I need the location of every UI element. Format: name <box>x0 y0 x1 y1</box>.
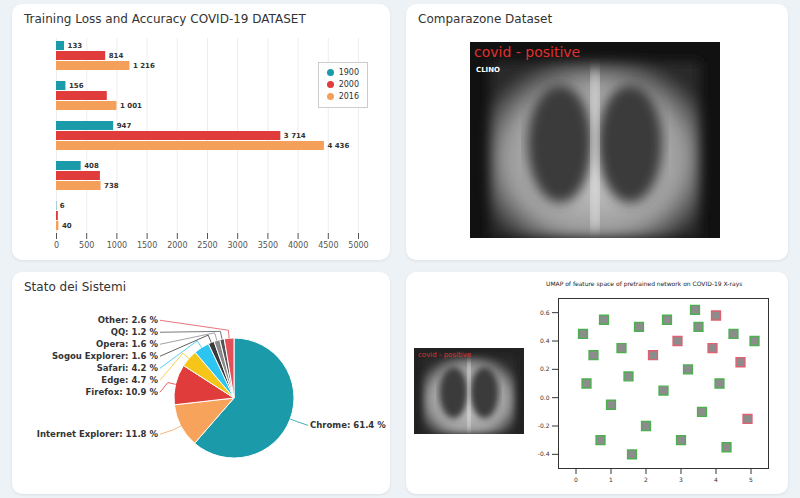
svg-text:Other: 2.6 %: Other: 2.6 % <box>98 315 159 325</box>
html-text:1900: 1900 <box>338 68 359 77</box>
svg-text:3 714: 3 714 <box>284 132 306 140</box>
svg-text:1 001: 1 001 <box>120 102 142 110</box>
svg-text:3500: 3500 <box>258 241 278 250</box>
svg-text:1500: 1500 <box>137 241 157 250</box>
svg-text:Safari: 4.2 %: Safari: 4.2 % <box>97 363 159 373</box>
svg-text:2000: 2000 <box>167 241 187 250</box>
svg-text:2500: 2500 <box>197 241 217 250</box>
svg-text:4 436: 4 436 <box>327 142 349 150</box>
svg-text:3000: 3000 <box>228 241 248 250</box>
svg-text:156: 156 <box>69 82 84 90</box>
svg-text:0.4: 0.4 <box>540 337 550 344</box>
svg-text:4: 4 <box>714 476 718 483</box>
svg-text:814: 814 <box>109 52 124 60</box>
svg-text:738: 738 <box>104 182 119 190</box>
html-text:2000: 2000 <box>338 80 359 89</box>
svg-text:Internet Explorer: 11.8 %: Internet Explorer: 11.8 % <box>37 429 159 439</box>
svg-text:947: 947 <box>117 122 132 130</box>
svg-text:covid - positive: covid - positive <box>418 351 471 359</box>
svg-text:Chrome: 61.4 %: Chrome: 61.4 % <box>310 420 386 430</box>
svg-text:2: 2 <box>644 476 648 483</box>
svg-text:CLINO: CLINO <box>476 66 500 74</box>
svg-text:Edge: 4.7 %: Edge: 4.7 % <box>101 375 158 385</box>
svg-text:QQ: 1.2 %: QQ: 1.2 % <box>111 327 159 337</box>
svg-text:0: 0 <box>54 241 59 250</box>
html-text:2016: 2016 <box>338 92 359 101</box>
svg-text:4000: 4000 <box>288 241 308 250</box>
svg-text:5: 5 <box>749 476 753 483</box>
svg-text:1: 1 <box>609 476 613 483</box>
svg-text:-0.2: -0.2 <box>538 422 550 429</box>
svg-text:0.0: 0.0 <box>540 394 550 401</box>
svg-text:Firefox: 10.9 %: Firefox: 10.9 % <box>85 387 158 397</box>
svg-text:4500: 4500 <box>318 241 338 250</box>
svg-text:408: 408 <box>84 162 99 170</box>
svg-text:0.6: 0.6 <box>540 309 550 316</box>
svg-text:covid - positive: covid - positive <box>474 44 580 60</box>
svg-text:1000: 1000 <box>107 241 127 250</box>
svg-text:500: 500 <box>79 241 94 250</box>
html-text:Comparazone Dataset: Comparazone Dataset <box>418 12 553 26</box>
html-text:UMAP of feature space of pretr: UMAP of feature space of pretrained netw… <box>546 280 743 287</box>
svg-text:0.2: 0.2 <box>540 365 550 372</box>
svg-text:Sogou Explorer: 1.6 %: Sogou Explorer: 1.6 % <box>52 351 159 361</box>
svg-text:133: 133 <box>68 42 83 50</box>
svg-text:1 216: 1 216 <box>133 62 155 70</box>
svg-text:Opera: 1.6 %: Opera: 1.6 % <box>96 339 158 349</box>
svg-text:5000: 5000 <box>348 241 368 250</box>
svg-text:0: 0 <box>574 476 578 483</box>
html-text:Stato dei Sistemi: Stato dei Sistemi <box>24 280 126 294</box>
svg-text:3: 3 <box>679 476 683 483</box>
svg-text:-0.4: -0.4 <box>538 450 550 457</box>
svg-text:6: 6 <box>60 202 65 210</box>
html-text:Training Loss and Accuracy COV: Training Loss and Accuracy COVID-19 DATA… <box>24 12 306 26</box>
svg-text:40: 40 <box>62 222 72 230</box>
